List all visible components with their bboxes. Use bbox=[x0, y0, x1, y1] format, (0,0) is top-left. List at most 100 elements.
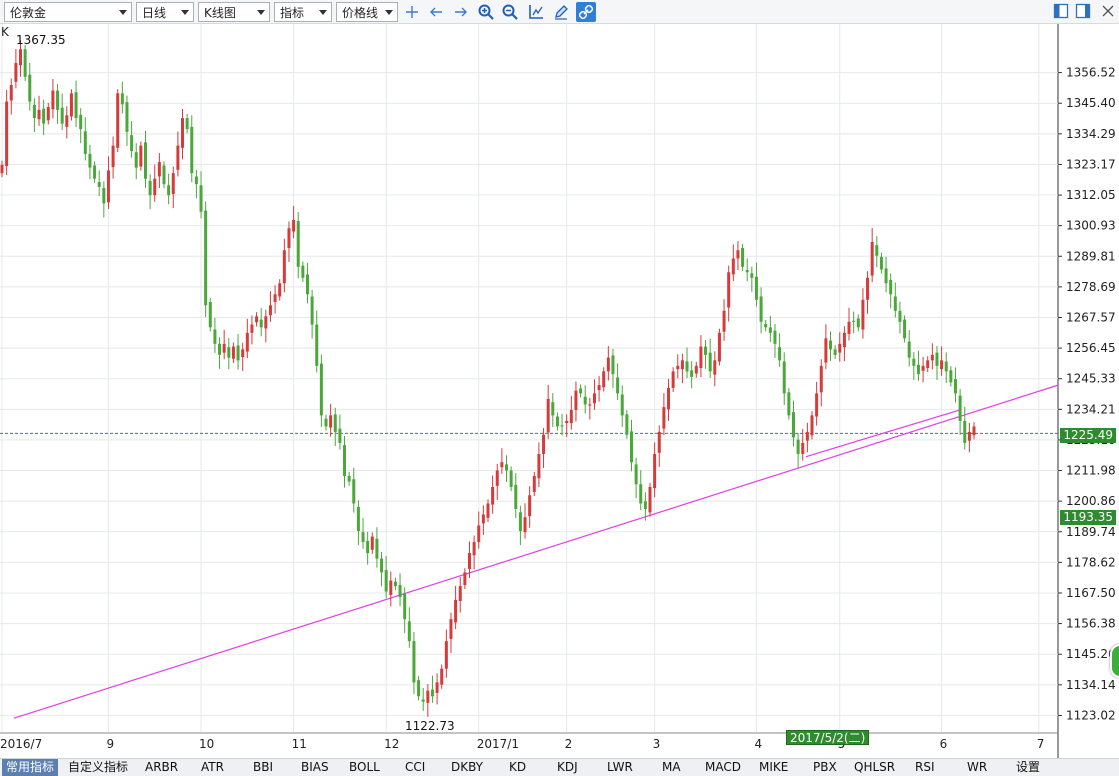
candle-body bbox=[639, 484, 643, 504]
tab-wr[interactable]: WR bbox=[967, 760, 988, 774]
link-icon[interactable] bbox=[576, 2, 596, 22]
candle-body bbox=[616, 377, 620, 394]
symbol-select[interactable]: 伦敦金 bbox=[4, 2, 132, 22]
tab-arbr[interactable]: ARBR bbox=[145, 760, 179, 774]
candle-body bbox=[171, 173, 175, 195]
tab-bbi[interactable]: BBI bbox=[253, 760, 274, 774]
candle-body bbox=[88, 153, 92, 168]
candle-body bbox=[940, 360, 944, 370]
candle-body bbox=[926, 360, 930, 369]
tab-macd[interactable]: MACD bbox=[705, 760, 741, 774]
tab-kdj[interactable]: KDJ bbox=[557, 760, 578, 774]
candle-body bbox=[449, 619, 453, 639]
y-tick-label: 1278.69 bbox=[1066, 280, 1116, 294]
tab-mike[interactable]: MIKE bbox=[759, 760, 789, 774]
x-tick-label: 2016/7 bbox=[0, 737, 42, 751]
candle-body bbox=[19, 49, 23, 66]
x-tick-label: 7 bbox=[1037, 737, 1045, 751]
candle-body bbox=[218, 343, 222, 355]
split-view-icon[interactable] bbox=[1053, 3, 1069, 19]
candle-body bbox=[389, 580, 393, 595]
candle-body bbox=[579, 388, 583, 394]
period-select[interactable]: 日线 bbox=[136, 2, 194, 22]
single-view-icon[interactable] bbox=[1075, 3, 1091, 19]
tab-常用指标[interactable]: 常用指标 bbox=[2, 759, 59, 776]
candle-body bbox=[486, 503, 490, 518]
tab-自定义指标[interactable]: 自定义指标 bbox=[68, 760, 129, 774]
candle-body bbox=[28, 74, 32, 102]
tab-ma[interactable]: MA bbox=[662, 760, 681, 774]
tab-设置[interactable]: 设置 bbox=[1016, 760, 1041, 774]
candle-body bbox=[551, 402, 555, 416]
candle-body bbox=[366, 540, 370, 554]
side-float-icon[interactable] bbox=[1110, 644, 1119, 678]
price-line-select[interactable]: 价格线 bbox=[336, 2, 398, 22]
candle-body bbox=[592, 393, 596, 404]
candle-body bbox=[764, 324, 768, 328]
candle-body bbox=[560, 425, 564, 427]
tab-dkby[interactable]: DKBY bbox=[451, 760, 484, 774]
candle-body bbox=[629, 431, 633, 463]
chevron-down-icon bbox=[257, 10, 265, 15]
axis-scale-icon[interactable] bbox=[526, 2, 546, 22]
indicator-select[interactable]: 指标 bbox=[274, 2, 332, 22]
candle-body bbox=[810, 415, 814, 436]
current-price-tag: 1225.49 bbox=[1060, 428, 1116, 443]
y-tick-label: 1134.14 bbox=[1066, 678, 1116, 692]
candle-body bbox=[398, 584, 402, 598]
candle-body bbox=[944, 361, 948, 372]
candle-body bbox=[782, 361, 786, 394]
candle-layer bbox=[0, 40, 976, 717]
tab-boll[interactable]: BOLL bbox=[349, 760, 380, 774]
kline-chart[interactable]: 1356.52 1345.40 1334.29 1323.17 1312.05 1300.… bbox=[0, 24, 1119, 758]
zoom-in-icon[interactable] bbox=[476, 2, 496, 22]
chart-label: K bbox=[1, 25, 9, 39]
candle-body bbox=[773, 330, 777, 344]
candle-body bbox=[259, 319, 263, 328]
candle-body bbox=[222, 343, 226, 353]
candle-body bbox=[671, 371, 675, 388]
y-tick-label: 1167.50 bbox=[1066, 586, 1116, 600]
candle-body bbox=[393, 581, 397, 587]
candle-body bbox=[833, 349, 837, 355]
candle-body bbox=[157, 162, 161, 177]
tab-rsi[interactable]: RSI bbox=[915, 760, 935, 774]
arrow-left-icon[interactable] bbox=[426, 2, 446, 22]
candle-body bbox=[903, 319, 907, 339]
candle-body bbox=[42, 108, 46, 124]
x-tick-label: 2017/1 bbox=[477, 737, 519, 751]
y-tick-label: 1323.17 bbox=[1066, 157, 1116, 171]
tab-lwr[interactable]: LWR bbox=[607, 760, 633, 774]
candle-body bbox=[292, 219, 296, 232]
candle-body bbox=[893, 296, 897, 311]
chart-canvas[interactable]: 1356.52 1345.40 1334.29 1323.17 1312.05 1300.… bbox=[0, 24, 1119, 758]
candle-body bbox=[680, 360, 684, 370]
candle-body bbox=[181, 118, 185, 148]
candle-body bbox=[227, 347, 231, 358]
arrow-right-icon[interactable] bbox=[451, 2, 471, 22]
candle-body bbox=[569, 409, 573, 424]
tab-pbx[interactable]: PBX bbox=[813, 760, 837, 774]
crosshair-icon[interactable] bbox=[402, 2, 422, 22]
candle-body bbox=[458, 586, 462, 601]
candle-body bbox=[236, 345, 240, 361]
close-icon[interactable] bbox=[1100, 3, 1116, 19]
candle-body bbox=[662, 407, 666, 429]
candle-body bbox=[829, 340, 833, 350]
tab-atr[interactable]: ATR bbox=[201, 760, 224, 774]
chart-type-select[interactable]: K线图 bbox=[198, 2, 270, 22]
candle-body bbox=[231, 346, 235, 359]
tab-bias[interactable]: BIAS bbox=[301, 760, 329, 774]
candle-body bbox=[324, 418, 328, 427]
tab-kd[interactable]: KD bbox=[509, 760, 527, 774]
candle-body bbox=[838, 343, 842, 353]
zoom-out-icon[interactable] bbox=[500, 2, 520, 22]
candle-body bbox=[426, 690, 430, 703]
x-tick-label: 9 bbox=[106, 737, 114, 751]
tab-qhlsr[interactable]: QHLSR bbox=[854, 760, 896, 774]
tab-cci[interactable]: CCI bbox=[405, 760, 426, 774]
candle-body bbox=[463, 572, 467, 585]
candle-body bbox=[245, 332, 249, 352]
candle-body bbox=[204, 210, 208, 306]
pencil-icon[interactable] bbox=[551, 2, 571, 22]
